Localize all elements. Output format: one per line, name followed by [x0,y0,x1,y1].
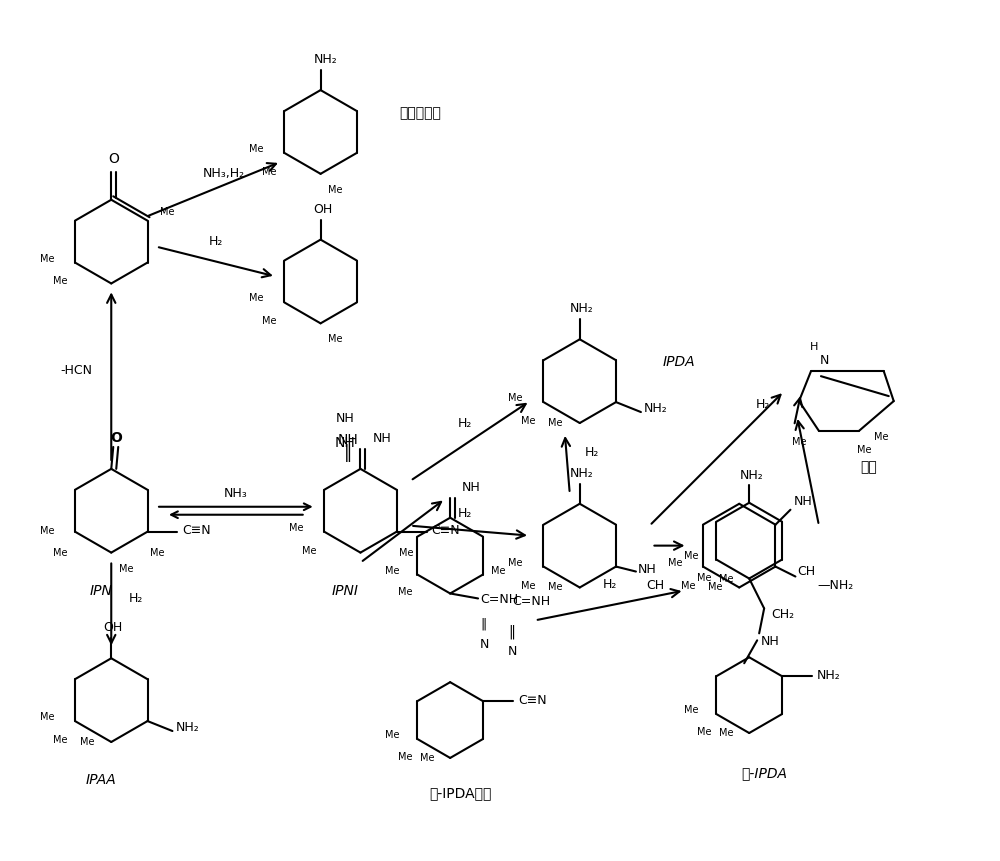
Text: Me: Me [420,752,435,762]
Text: O: O [110,430,122,444]
Text: NH: NH [336,412,355,424]
Text: Me: Me [80,736,94,746]
Text: Me: Me [874,431,888,442]
Text: NH: NH [335,436,356,449]
Text: Me: Me [385,729,400,739]
Text: Me: Me [328,184,343,195]
Text: Me: Me [249,293,264,303]
Text: Me: Me [668,557,682,567]
Text: NH₂: NH₂ [817,668,841,681]
Text: Me: Me [262,316,277,326]
Text: OH: OH [104,621,123,634]
Text: Me: Me [150,547,165,557]
Text: IPAA: IPAA [86,772,117,786]
Text: Me: Me [719,728,734,737]
Text: Me: Me [857,444,871,455]
Text: ‖: ‖ [344,443,353,461]
Text: ‖: ‖ [480,617,486,630]
Text: Me: Me [521,579,536,590]
Text: Me: Me [40,253,54,263]
Text: CH₂: CH₂ [771,607,794,620]
Text: Me: Me [160,207,175,216]
Text: H₂: H₂ [458,417,472,430]
Text: NH: NH [372,431,391,444]
Text: Me: Me [508,557,523,567]
Text: C≡N: C≡N [182,523,211,536]
Text: Me: Me [53,276,67,286]
Text: Me: Me [521,416,536,425]
Text: NH₃: NH₃ [224,486,248,499]
Text: O: O [108,152,119,165]
Text: ‖: ‖ [509,623,515,638]
Text: IPN: IPN [90,583,113,597]
Text: Me: Me [328,334,343,344]
Text: Me: Me [491,565,505,575]
Text: Me: Me [399,547,414,557]
Text: NH₂: NH₂ [644,401,668,414]
Text: 脲氧基产物: 脲氧基产物 [399,106,441,120]
Text: N: N [819,353,829,366]
Text: H₂: H₂ [129,592,143,604]
Text: NH₂: NH₂ [739,468,763,481]
Text: Me: Me [53,547,67,557]
Text: 双-IPDA: 双-IPDA [741,765,787,779]
Text: Me: Me [53,734,67,744]
Text: Me: Me [697,726,712,736]
Text: C=NH: C=NH [480,592,518,605]
Text: NH₂: NH₂ [570,302,594,315]
Text: H₂: H₂ [755,397,770,410]
Text: Me: Me [719,573,734,583]
Text: Me: Me [398,751,413,761]
Text: IPDA: IPDA [663,355,696,369]
Text: Me: Me [385,565,400,575]
Text: 伸胺: 伸胺 [860,460,877,474]
Text: Me: Me [249,144,264,154]
Text: H₂: H₂ [602,578,617,591]
Text: H₂: H₂ [585,446,599,459]
Text: Me: Me [548,418,563,428]
Text: Me: Me [697,572,712,582]
Text: Me: Me [40,525,54,535]
Text: Me: Me [508,393,523,403]
Text: OH: OH [313,202,332,215]
Text: Me: Me [684,704,699,715]
Text: C≡N: C≡N [432,523,460,536]
Text: —NH₂: —NH₂ [817,579,854,592]
Text: N: N [480,637,489,650]
Text: CH: CH [797,565,816,578]
Text: Me: Me [302,545,316,555]
Text: Me: Me [548,582,563,592]
Text: NH: NH [793,494,812,507]
Text: C≡N: C≡N [518,693,546,706]
Text: CH: CH [646,579,664,592]
Text: NH₃,H₂: NH₃,H₂ [202,167,244,180]
Text: NH₂: NH₂ [570,467,594,480]
Text: NH₂: NH₂ [314,53,337,66]
Text: NH₂: NH₂ [175,720,199,733]
Text: H₂: H₂ [458,506,472,519]
Text: NH: NH [638,562,657,575]
Text: Me: Me [681,579,695,590]
Text: Me: Me [684,550,699,560]
Text: NH: NH [338,432,359,447]
Text: Me: Me [289,522,304,532]
Text: -HCN: -HCN [60,363,92,377]
Text: H₂: H₂ [209,234,223,247]
Text: H: H [810,342,818,352]
Text: Me: Me [40,711,54,722]
Text: Me: Me [262,167,277,177]
Text: 双-IPDA前体: 双-IPDA前体 [429,785,491,799]
Text: NH: NH [761,634,780,647]
Text: IPNI: IPNI [332,583,359,597]
Text: Me: Me [398,587,413,597]
Text: NH: NH [462,480,481,493]
Text: Me: Me [708,582,722,592]
Text: Me: Me [792,437,806,447]
Text: Me: Me [119,563,133,573]
Text: C=NH: C=NH [512,594,550,607]
Text: Im: Im [323,418,338,428]
Text: N: N [507,644,517,657]
